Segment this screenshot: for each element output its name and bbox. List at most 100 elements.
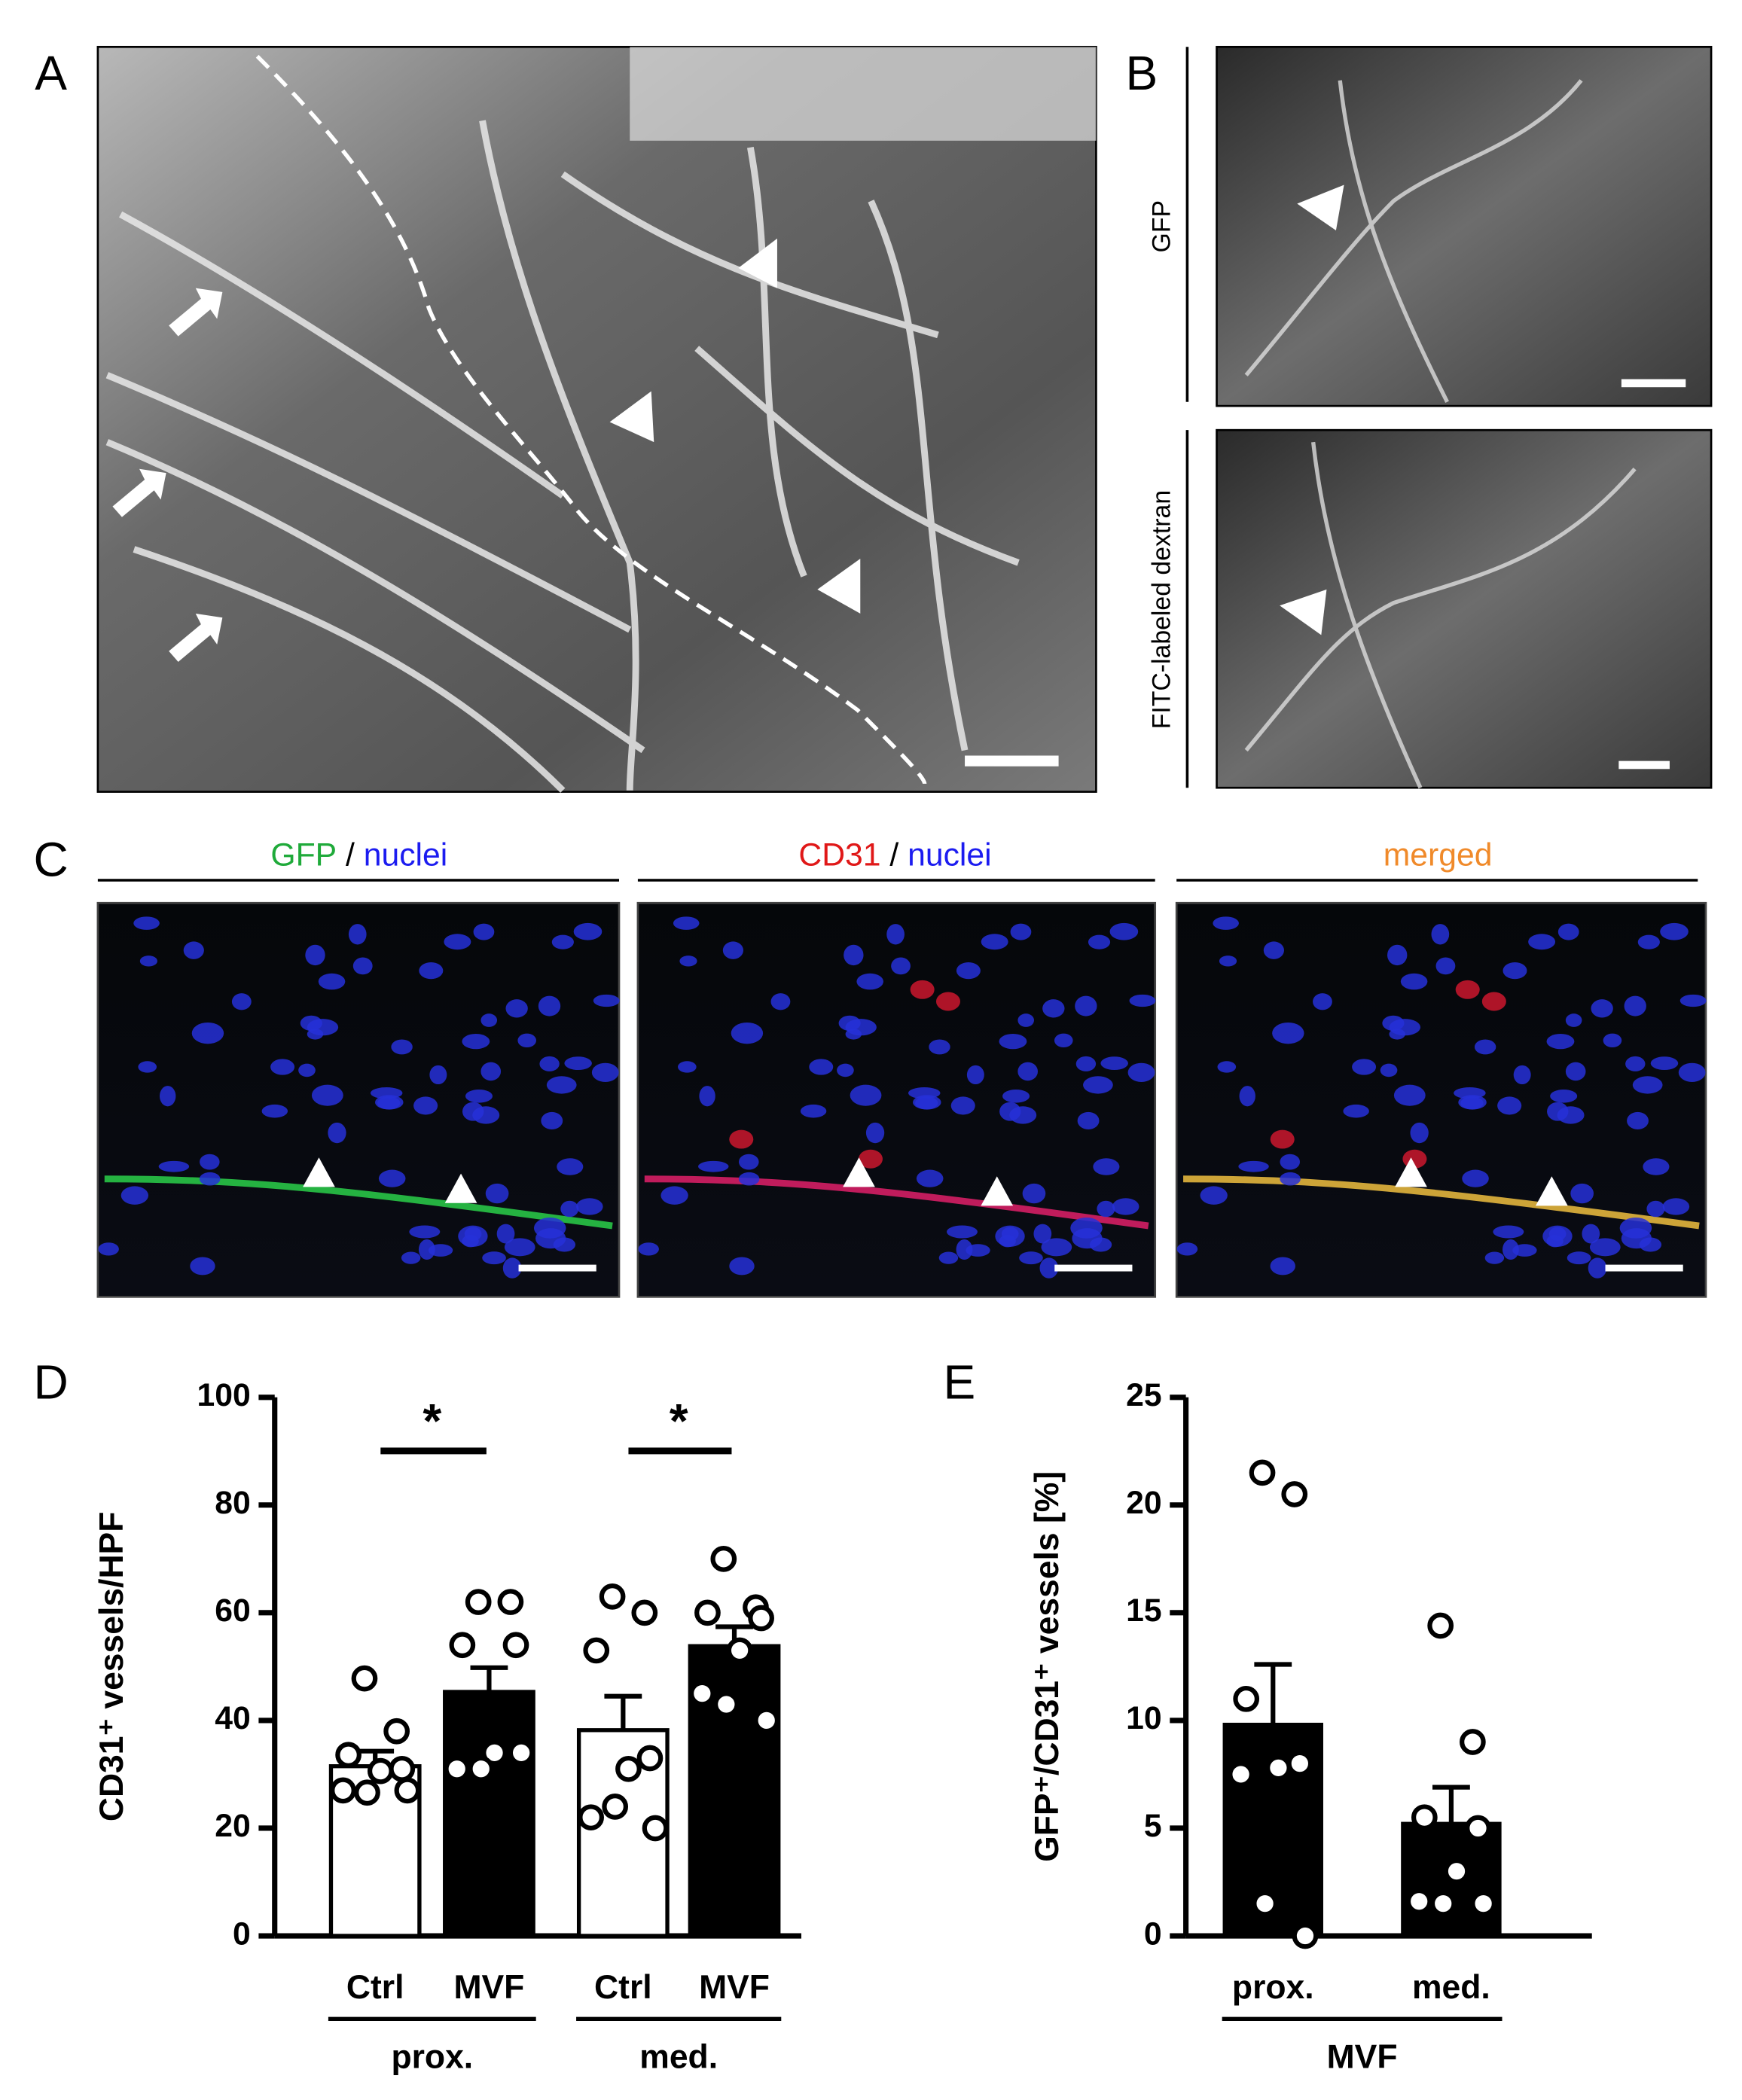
nucleus (1039, 1257, 1059, 1279)
nucleus (496, 1224, 515, 1244)
nucleus (1176, 1242, 1198, 1256)
data-point (508, 1739, 535, 1766)
nucleus (722, 941, 743, 959)
data-point (497, 1589, 524, 1615)
arrowhead (843, 1157, 875, 1187)
header-part: nuclei (908, 837, 992, 873)
nucleus (564, 1056, 592, 1071)
nucleus (1542, 1225, 1573, 1247)
data-point (1228, 1761, 1254, 1788)
nucleus (638, 1242, 659, 1256)
nucleus (517, 1033, 537, 1048)
nucleus (1497, 1096, 1522, 1115)
micrograph-c (96, 879, 1707, 1298)
cell-stain (729, 1129, 754, 1149)
nucleus (121, 1186, 149, 1205)
x-tick-label: prox. (1232, 1969, 1314, 2006)
nucleus (231, 993, 252, 1010)
data-point (367, 1757, 394, 1785)
nucleus (318, 973, 346, 990)
nucleus (844, 944, 864, 966)
channel-header: merged (1384, 837, 1493, 873)
header-part: / (881, 837, 908, 873)
nucleus (1458, 1095, 1487, 1110)
nucleus (538, 995, 561, 1016)
nucleus (1042, 999, 1065, 1018)
nucleus (1217, 1061, 1237, 1073)
nucleus (729, 1257, 755, 1276)
panel-label: A (35, 46, 67, 100)
nucleus (190, 1257, 215, 1276)
data-point (449, 1632, 476, 1659)
nucleus (1474, 1039, 1496, 1055)
nucleus (413, 1096, 438, 1115)
scale-bar (518, 1264, 596, 1272)
nucleus (480, 1013, 498, 1027)
data-point (1427, 1612, 1454, 1639)
nucleus (1643, 1158, 1670, 1175)
nucleus (1603, 1033, 1622, 1048)
nucleus (261, 1104, 288, 1118)
nucleus (505, 999, 528, 1018)
data-point (1281, 1481, 1308, 1507)
data-point (712, 1691, 740, 1717)
header-part: nuclei (364, 837, 448, 873)
y-tick-label: 40 (215, 1700, 250, 1736)
nucleus (1431, 924, 1450, 945)
nucleus (551, 934, 574, 949)
nucleus (770, 993, 791, 1010)
data-point (1292, 1922, 1319, 1949)
nucleus (378, 1169, 406, 1187)
nucleus (886, 924, 905, 945)
header-part: GFP (270, 837, 337, 873)
nucleus (1017, 1013, 1034, 1027)
nucleus (1280, 1154, 1301, 1170)
nucleus (1263, 941, 1284, 959)
nucleus (1624, 995, 1646, 1016)
nucleus (191, 1022, 224, 1044)
nucleus (391, 1039, 413, 1055)
y-tick-label: 10 (1126, 1700, 1161, 1736)
nucleus (465, 1089, 493, 1103)
header-part: / (337, 837, 364, 873)
nucleus (1493, 1225, 1524, 1239)
nucleus (679, 956, 697, 967)
data-point (726, 1637, 753, 1664)
nucleus (837, 1063, 854, 1077)
data-point (1460, 1729, 1486, 1755)
nucleus (1454, 1087, 1486, 1099)
channel-header: GFP / nuclei (270, 837, 447, 873)
arrowhead (303, 1157, 335, 1187)
nucleus (1075, 995, 1097, 1016)
data-point (1443, 1858, 1470, 1885)
scale-bar (1605, 1264, 1683, 1272)
data-point (394, 1777, 421, 1804)
nucleus (352, 957, 373, 975)
nucleus (546, 1076, 577, 1094)
data-point (710, 1545, 737, 1572)
cell-stain (1481, 992, 1506, 1011)
nucleus (946, 1225, 978, 1239)
nucleus (1678, 1062, 1706, 1082)
y-tick-label: 80 (215, 1485, 250, 1521)
nucleus (1033, 1224, 1052, 1244)
data-point (468, 1755, 495, 1782)
nucleus (348, 924, 367, 945)
header-part: merged (1384, 837, 1493, 873)
nucleus (1054, 1033, 1073, 1048)
nucleus (401, 1251, 421, 1264)
nucleus (1272, 1022, 1304, 1044)
nucleus (300, 1015, 322, 1032)
panel-label: D (33, 1355, 68, 1410)
nucleus (1528, 934, 1556, 950)
header-part: CD31 (798, 837, 880, 873)
nucleus (850, 1084, 882, 1106)
nucleus (458, 1225, 488, 1247)
nucleus (1109, 922, 1139, 940)
nucleus (1019, 1251, 1043, 1265)
y-tick-label: 0 (233, 1916, 251, 1952)
group-label: MVF (1327, 2038, 1398, 2075)
nucleus (1632, 1076, 1663, 1094)
y-tick-label: 60 (215, 1593, 250, 1629)
nucleus (1557, 923, 1579, 940)
